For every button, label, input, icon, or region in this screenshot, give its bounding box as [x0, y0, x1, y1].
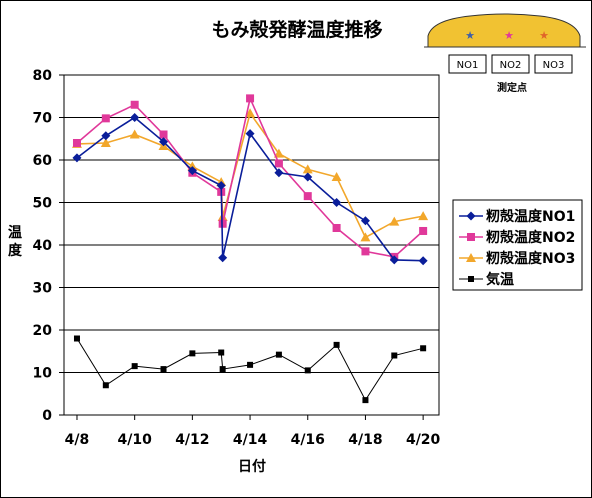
- legend-marker: [467, 233, 475, 241]
- point-label-no3: NO3: [543, 60, 565, 71]
- x-tick-label: 4/12: [175, 432, 209, 448]
- point-label-no2: NO2: [500, 60, 522, 71]
- data-point: [100, 138, 111, 147]
- x-tick-label: 4/14: [233, 432, 268, 448]
- y-axis-label-char: 温: [8, 225, 22, 241]
- data-point: [360, 216, 370, 226]
- data-point: [216, 181, 226, 190]
- data-point: [130, 100, 139, 109]
- data-point: [101, 131, 111, 141]
- data-point: [73, 335, 80, 342]
- y-axis-label-char: 度: [8, 242, 23, 259]
- legend-label: 籾殻温度NO2: [486, 229, 575, 246]
- data-point: [362, 397, 369, 404]
- data-point: [302, 164, 313, 174]
- data-point: [331, 172, 342, 181]
- legend-label: 籾殻温度NO1: [486, 208, 575, 225]
- series-line: [76, 338, 424, 402]
- data-point: [247, 361, 254, 368]
- data-point: [332, 198, 342, 207]
- y-tick-label: 60: [33, 153, 53, 169]
- data-point: [189, 350, 196, 357]
- legend-label: 気温: [486, 271, 514, 288]
- data-point: [303, 172, 313, 182]
- compost-mound-icon: [427, 13, 581, 48]
- data-point: [418, 256, 428, 266]
- point-label-no1: NO1: [457, 60, 479, 71]
- y-axis-label: 温度: [8, 225, 23, 259]
- measurement-point-caption: 測定点: [497, 81, 527, 94]
- data-point: [332, 224, 341, 232]
- data-point: [274, 159, 283, 168]
- star-icon-no3: ★: [539, 29, 549, 42]
- point-box-no1: [448, 54, 487, 74]
- data-point: [246, 94, 255, 103]
- y-tick-label: 70: [33, 111, 53, 127]
- series-line: [76, 116, 424, 262]
- data-point: [273, 148, 284, 158]
- point-box-no3: [534, 54, 573, 74]
- chart-title: もみ殻発酵温度推移: [211, 18, 382, 41]
- legend-marker: [466, 211, 476, 221]
- legend-marker: [468, 276, 474, 282]
- y-tick-label: 30: [33, 281, 53, 297]
- y-tick-label: 80: [33, 68, 53, 84]
- data-point: [218, 253, 228, 263]
- data-point: [129, 129, 140, 139]
- data-point: [275, 351, 282, 358]
- x-tick-label: 4/10: [118, 432, 153, 448]
- data-point: [391, 352, 398, 359]
- legend-marker: [466, 253, 476, 262]
- series-1: [72, 113, 428, 266]
- y-tick-label: 50: [33, 196, 53, 212]
- data-point: [159, 137, 169, 147]
- legend-label: 籾殻温度NO3: [486, 250, 575, 267]
- y-tick-label: 0: [42, 408, 52, 424]
- y-tick-label: 40: [33, 238, 53, 254]
- x-tick-label: 4/16: [291, 432, 325, 448]
- data-point: [102, 382, 109, 389]
- data-point: [304, 367, 311, 374]
- data-point: [187, 166, 197, 176]
- x-axis-label: 日付: [238, 458, 266, 475]
- data-point: [389, 255, 399, 265]
- data-point: [389, 216, 400, 226]
- data-point: [419, 226, 428, 235]
- data-point: [274, 168, 284, 178]
- data-point: [360, 232, 371, 242]
- data-point: [218, 349, 225, 356]
- measurement-diagram: ★ ★ ★ NO1 NO2 NO3 測定点: [424, 13, 586, 94]
- data-point: [333, 341, 340, 348]
- y-tick-label: 10: [33, 366, 53, 382]
- data-point: [361, 247, 370, 256]
- x-tick-label: 4/18: [348, 432, 382, 448]
- data-point: [131, 363, 138, 370]
- data-point: [101, 114, 110, 123]
- data-point: [219, 366, 226, 373]
- data-point: [130, 113, 140, 122]
- point-box-no2: [491, 54, 530, 74]
- series-line: [76, 111, 424, 239]
- data-point: [420, 345, 427, 352]
- series-line: [76, 95, 424, 258]
- data-point: [160, 366, 167, 373]
- series-3: [71, 108, 429, 242]
- data-point: [418, 211, 429, 221]
- y-tick-label: 20: [33, 323, 53, 339]
- data-point: [245, 108, 256, 118]
- data-point: [303, 192, 312, 201]
- data-point: [72, 139, 81, 147]
- data-point: [72, 153, 82, 163]
- series-4: [73, 335, 427, 404]
- star-icon-no2: ★: [504, 29, 514, 42]
- x-tick-label: 4/20: [406, 432, 441, 448]
- data-point: [245, 129, 255, 139]
- star-icon-no1: ★: [465, 29, 475, 42]
- x-tick-label: 4/8: [65, 432, 90, 448]
- data-point: [159, 130, 168, 139]
